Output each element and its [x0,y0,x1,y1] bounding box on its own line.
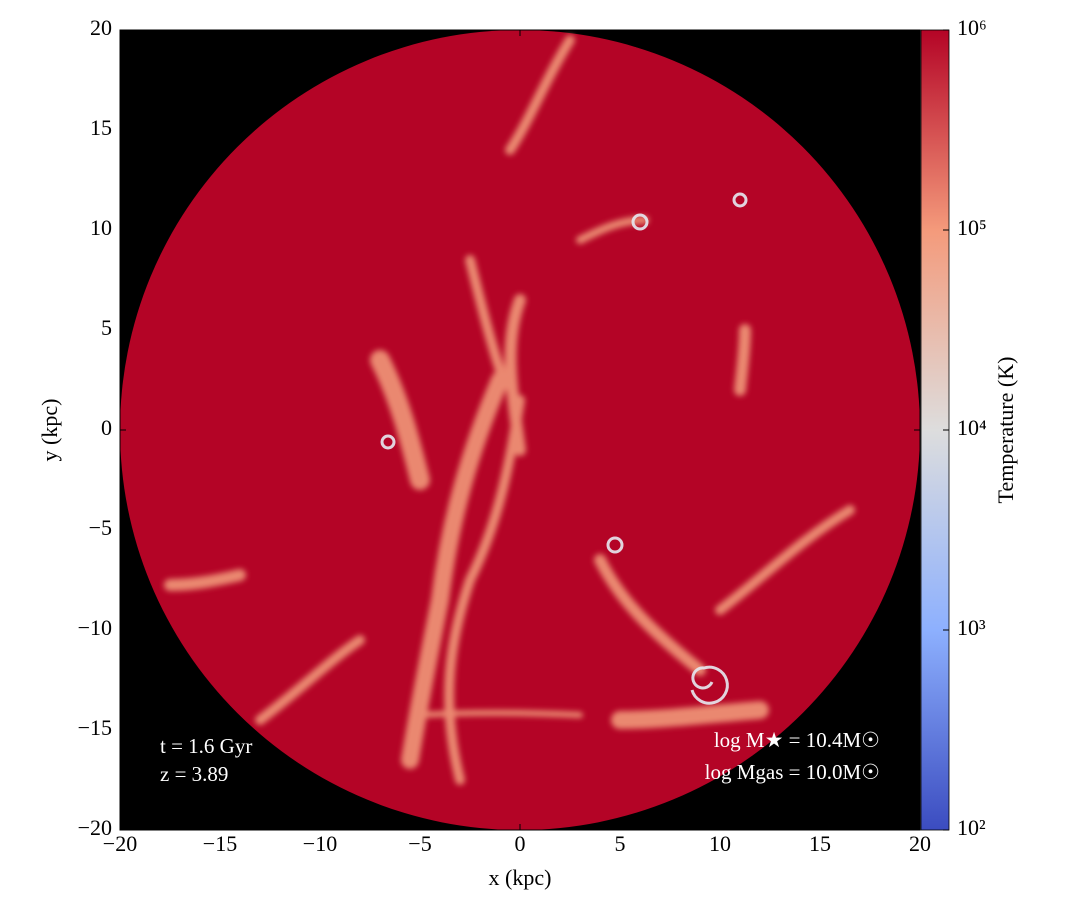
x-tick-label: 10 [709,831,731,856]
x-tick-label: −15 [203,831,237,856]
colorbar-tick-label: 10⁶ [957,15,987,40]
colorbar-tick-label: 10³ [957,615,986,640]
annotation: t = 1.6 Gyr [160,734,252,758]
x-tick-label: −10 [303,831,337,856]
y-tick-label: 15 [90,115,112,140]
y-axis-label: y (kpc) [37,399,62,462]
colorbar-label: Temperature (K) [993,357,1018,504]
x-tick-label: 0 [515,831,526,856]
colorbar-tick-label: 10² [957,815,986,840]
annotation: log Mgas = 10.0M☉ [705,760,880,784]
x-tick-label: 20 [909,831,931,856]
gas-filaments [164,35,855,785]
colorbar-tick-label: 10⁴ [957,415,987,440]
colorbar-tick-label: 10⁵ [957,215,987,240]
y-tick-label: −5 [89,515,112,540]
y-tick-label: −20 [78,815,112,840]
y-tick-label: −15 [78,715,112,740]
spiral-clumps [380,192,748,705]
annotation: log M★ = 10.4M☉ [714,728,880,752]
x-tick-label: 15 [809,831,831,856]
x-tick-label: −5 [408,831,431,856]
annotation: z = 3.89 [160,762,228,786]
x-tick-label: 5 [615,831,626,856]
y-tick-label: 0 [101,415,112,440]
y-tick-label: 10 [90,215,112,240]
y-tick-label: −10 [78,615,112,640]
y-tick-label: 5 [101,315,112,340]
y-tick-label: 20 [90,15,112,40]
x-axis-label: x (kpc) [489,865,552,890]
x-tick-label: −20 [103,831,137,856]
